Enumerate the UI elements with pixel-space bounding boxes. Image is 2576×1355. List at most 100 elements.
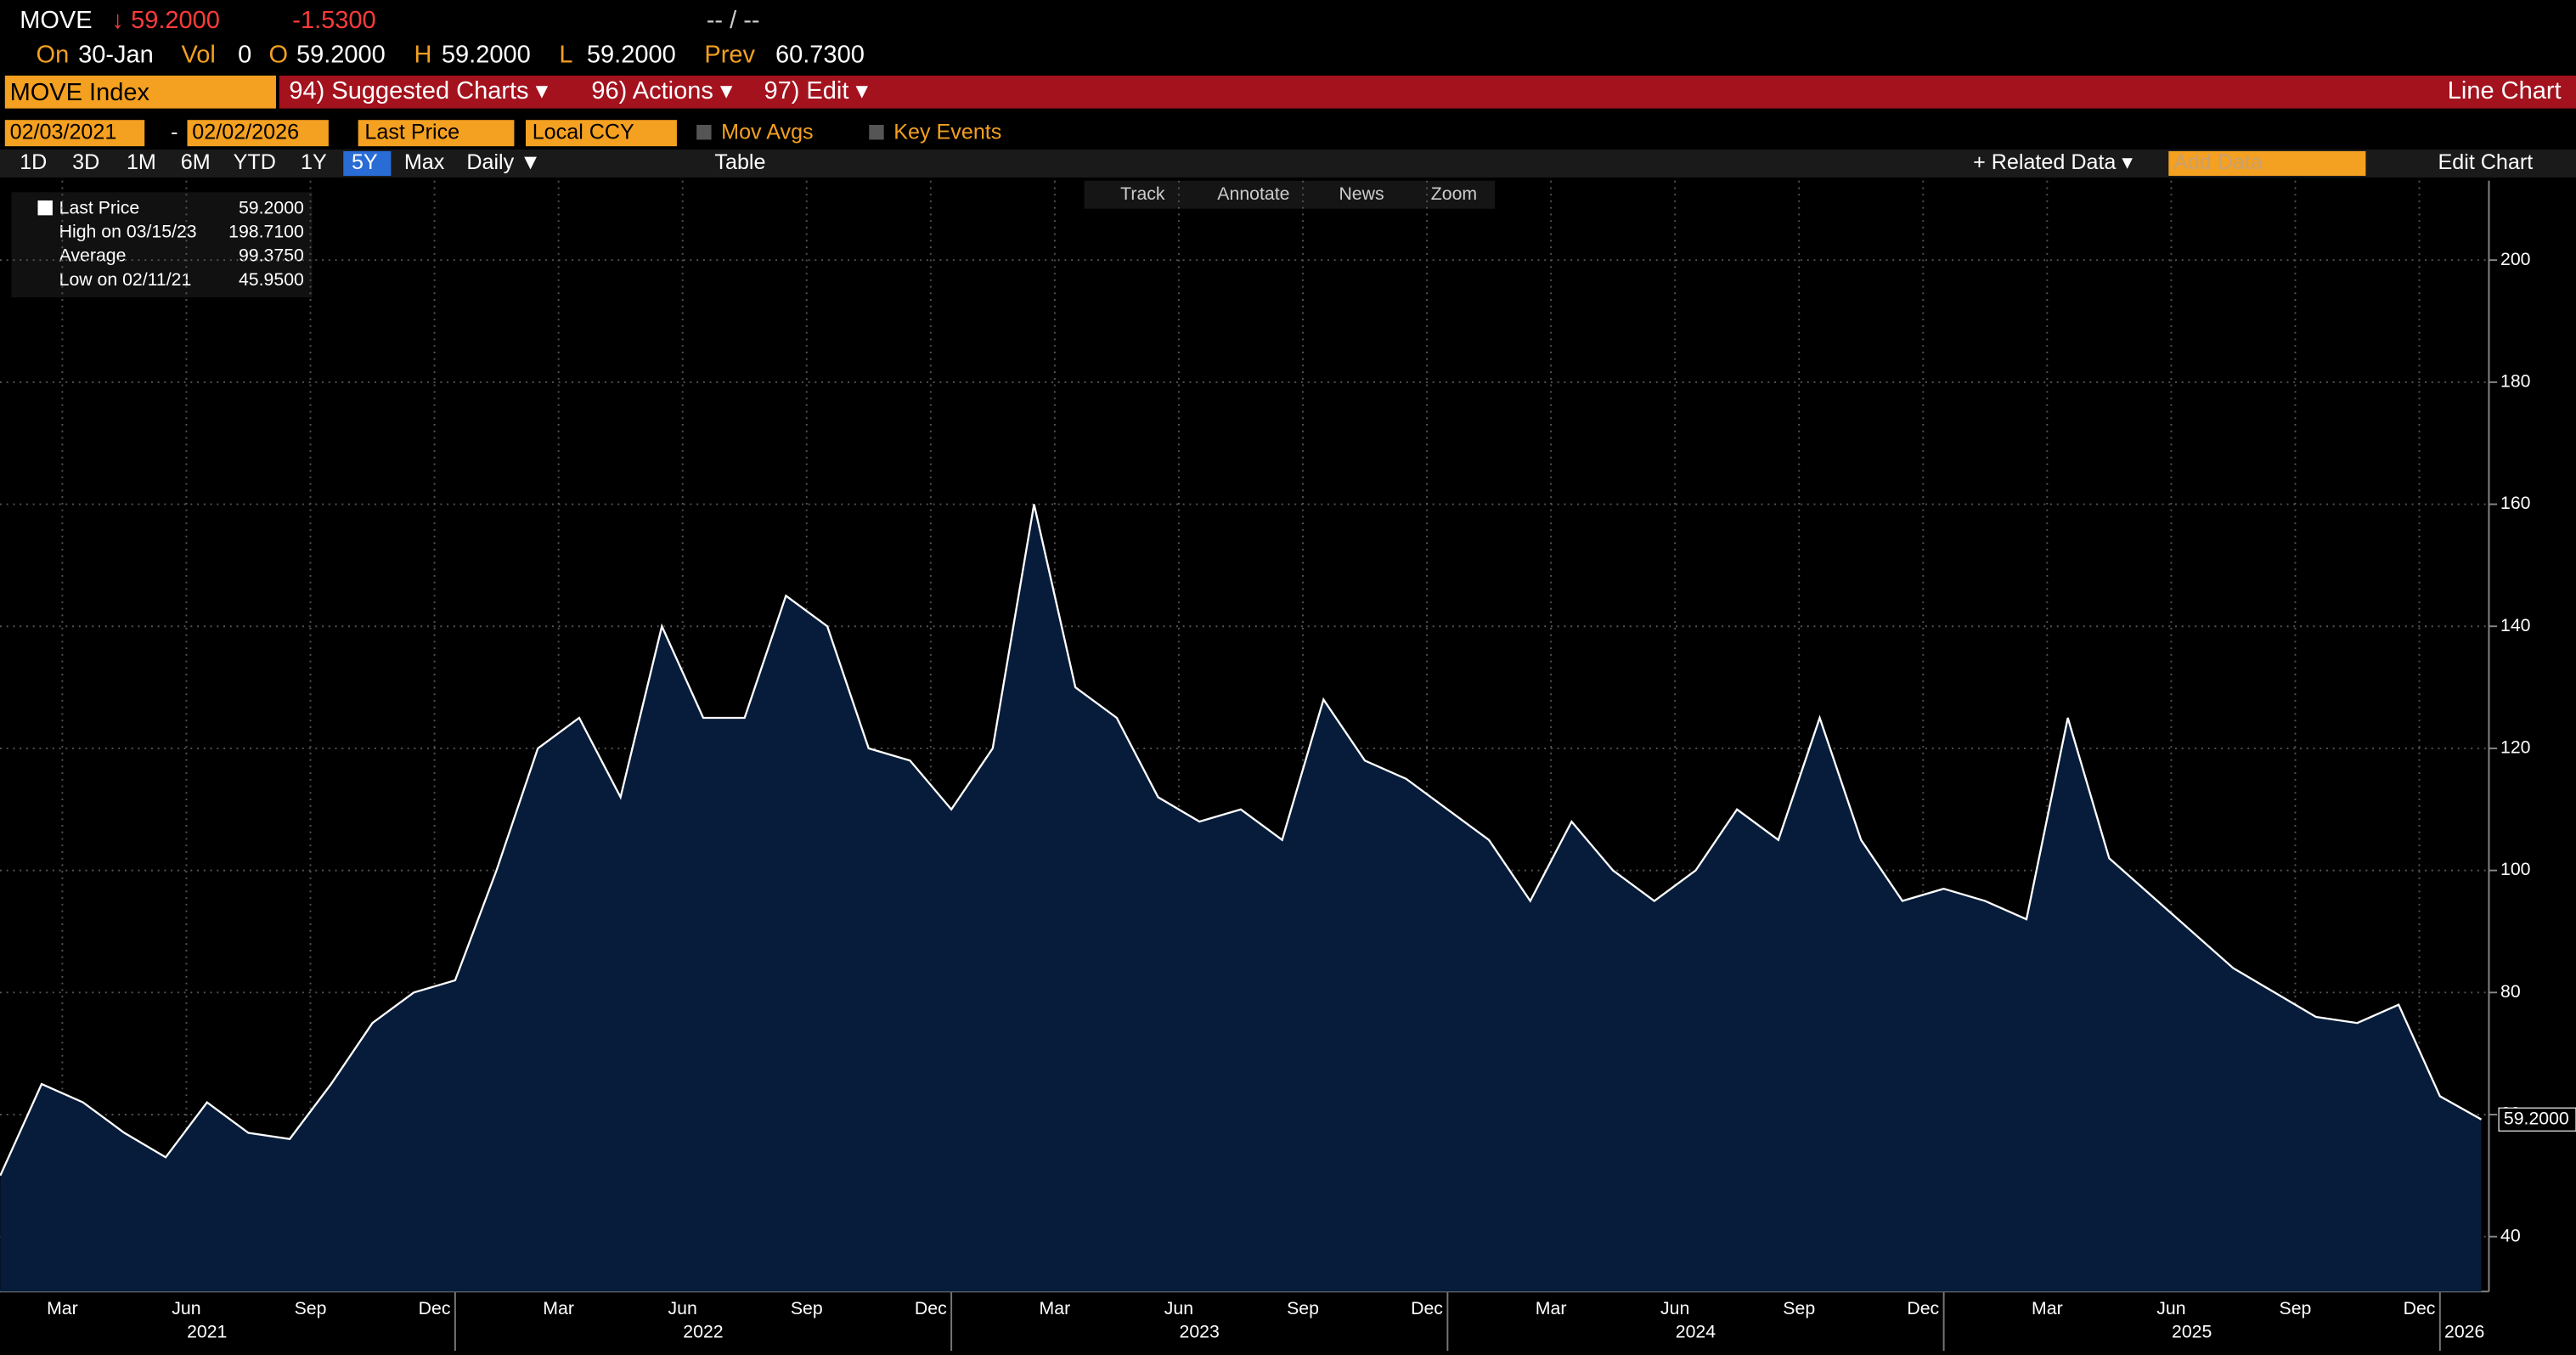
last-price: ↓ 59.2000 (112, 7, 220, 34)
x-tick-label: Jun (172, 1298, 200, 1318)
date-dash: - (171, 120, 178, 144)
x-tick-label: Dec (1411, 1298, 1443, 1318)
related-data[interactable]: + Related Data ▾ (1973, 150, 2133, 174)
x-tick-label: Jun (1164, 1298, 1193, 1318)
field[interactable]: Last Price (364, 120, 459, 144)
currency-box[interactable] (525, 120, 677, 147)
legend-value: 99.3750 (239, 246, 304, 266)
x-tick-label: Mar (47, 1298, 78, 1318)
chart-tool[interactable]: Track (1120, 183, 1165, 204)
y-tick-label: 200 (2500, 249, 2530, 269)
x-tick-label: Sep (295, 1298, 327, 1318)
period-button[interactable]: 1M (127, 150, 156, 174)
legend-label: Low on 02/11/21 (59, 269, 192, 290)
edit-chart[interactable]: Edit Chart (2438, 150, 2534, 174)
y-tick-label: 80 (2500, 981, 2521, 1002)
x-tick-label: Mar (1536, 1298, 1567, 1318)
x-tick-label: Jun (1660, 1298, 1689, 1318)
frequency[interactable]: Daily ▼ (466, 150, 541, 174)
end-date-box[interactable] (187, 120, 329, 147)
line (0, 504, 2483, 1177)
legend-label: Last Price (59, 197, 140, 217)
end-date[interactable]: 02/02/2026 (192, 120, 299, 144)
quote-label: Vol (182, 41, 216, 68)
add-data[interactable]: Add Data (2173, 150, 2263, 174)
checkbox[interactable] (869, 125, 884, 140)
x-tick-label: Jun (668, 1298, 697, 1318)
period-highlight (343, 150, 392, 176)
period-button[interactable]: 3D (72, 150, 99, 174)
y-tick-label: 140 (2500, 615, 2530, 635)
x-tick-label: Sep (2280, 1298, 2312, 1318)
y-tick-label: 180 (2500, 370, 2530, 391)
x-tick-label: Dec (2404, 1298, 2436, 1318)
year-label: 2024 (1676, 1321, 1716, 1341)
chart-tool[interactable]: Zoom (1431, 183, 1477, 204)
quote-label: O (268, 41, 288, 68)
x-tick-label: Sep (1287, 1298, 1319, 1318)
toolbar (0, 150, 2576, 178)
quote-value: 0 (238, 41, 251, 68)
period-button[interactable]: YTD (234, 150, 276, 174)
x-tick-label: Mar (1040, 1298, 1071, 1318)
period-button[interactable]: 6M (181, 150, 211, 174)
last-value-tag (2498, 1107, 2576, 1132)
x-tick-label: Mar (543, 1298, 574, 1318)
quote-label: H (414, 41, 431, 68)
x-tick-label: Jun (2156, 1298, 2185, 1318)
legend-value: 45.9500 (239, 269, 304, 290)
quote-label: Prev (704, 41, 755, 68)
quote-value: 59.2000 (442, 41, 531, 68)
area (0, 504, 2482, 1292)
chart-tool[interactable]: Annotate (1217, 183, 1289, 204)
period-button[interactable]: 1D (20, 150, 47, 174)
y-tick-label: 40 (2500, 1225, 2521, 1245)
security-box[interactable] (4, 75, 276, 109)
x-tick-label: Sep (1783, 1298, 1815, 1318)
table-button[interactable]: Table (714, 150, 765, 174)
year-label: 2025 (2172, 1321, 2212, 1341)
legend-value: 198.7100 (228, 222, 304, 242)
year-label: 2026 (2444, 1321, 2484, 1341)
legend-swatch (37, 200, 53, 216)
x-tick-label: Dec (1907, 1298, 1939, 1318)
checkbox[interactable] (696, 125, 712, 140)
menu-bar (279, 75, 2576, 109)
period-button[interactable]: 5Y (352, 150, 378, 174)
mov-avgs[interactable]: Mov Avgs (721, 120, 813, 144)
quote-value: 59.2000 (296, 41, 386, 68)
x-tick-label: Dec (915, 1298, 947, 1318)
currency[interactable]: Local CCY (533, 120, 634, 144)
legend-label: Average (59, 246, 127, 266)
field-box[interactable] (358, 120, 515, 147)
legend-value: 59.2000 (239, 197, 304, 217)
y-tick-label: 100 (2500, 859, 2530, 879)
quote-label: On (37, 41, 70, 68)
start-date-box[interactable] (4, 120, 145, 147)
year-label: 2023 (1180, 1321, 1220, 1341)
quote-value: 60.7300 (775, 41, 865, 68)
y-tick-label: 120 (2500, 737, 2530, 758)
key-events[interactable]: Key Events (893, 120, 1001, 144)
x-tick-label: Sep (791, 1298, 823, 1318)
change: -1.5300 (292, 7, 375, 34)
legend-label: High on 03/15/23 (59, 222, 197, 242)
year-label: 2021 (187, 1321, 227, 1341)
chart-kind: Line Chart (2448, 77, 2562, 104)
year-label: 2022 (683, 1321, 723, 1341)
security[interactable]: MOVE Index (10, 79, 150, 106)
y-tick-label: 160 (2500, 493, 2530, 513)
menu-item[interactable]: 97) Edit ▾ (764, 77, 868, 104)
add-data-box[interactable] (2168, 150, 2366, 176)
start-date[interactable]: 02/03/2021 (10, 120, 117, 144)
ticker: MOVE (20, 7, 92, 34)
period-button[interactable]: 1Y (301, 150, 327, 174)
bid-ask: -- / -- (707, 7, 760, 34)
x-tick-label: Mar (2032, 1298, 2063, 1318)
menu-item[interactable]: 94) Suggested Charts ▾ (289, 77, 548, 104)
chart-tool[interactable]: News (1339, 183, 1384, 204)
menu-item[interactable]: 96) Actions ▾ (591, 77, 733, 104)
quote-value: 59.2000 (587, 41, 676, 68)
period-button[interactable]: Max (404, 150, 445, 174)
